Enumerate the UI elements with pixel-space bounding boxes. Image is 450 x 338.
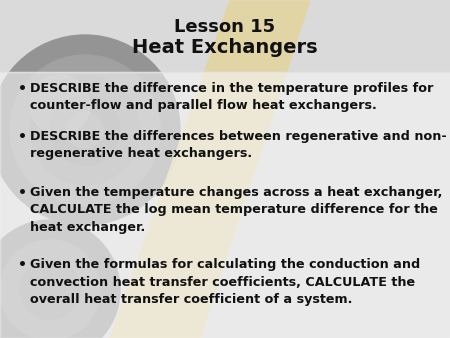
Circle shape xyxy=(67,112,103,148)
Circle shape xyxy=(0,35,180,225)
Circle shape xyxy=(0,220,120,338)
Circle shape xyxy=(10,55,160,205)
Text: •: • xyxy=(18,258,27,272)
Circle shape xyxy=(50,95,120,165)
Text: •: • xyxy=(18,82,27,96)
Polygon shape xyxy=(0,72,450,338)
Circle shape xyxy=(0,240,100,338)
Text: DESCRIBE the differences between regenerative and non-
regenerative heat exchang: DESCRIBE the differences between regener… xyxy=(30,130,447,161)
Text: •: • xyxy=(18,130,27,144)
Text: •: • xyxy=(18,186,27,200)
Circle shape xyxy=(30,75,140,185)
Text: DESCRIBE the difference in the temperature profiles for
counter-flow and paralle: DESCRIBE the difference in the temperatu… xyxy=(30,82,433,113)
Text: Lesson 15: Lesson 15 xyxy=(175,18,275,36)
Text: Given the temperature changes across a heat exchanger,
CALCULATE the log mean te: Given the temperature changes across a h… xyxy=(30,186,442,234)
Circle shape xyxy=(30,75,90,135)
Text: Heat Exchangers: Heat Exchangers xyxy=(132,38,318,57)
Polygon shape xyxy=(110,0,310,338)
Polygon shape xyxy=(0,0,450,72)
Text: Given the formulas for calculating the conduction and
convection heat transfer c: Given the formulas for calculating the c… xyxy=(30,258,420,306)
Circle shape xyxy=(20,260,80,320)
